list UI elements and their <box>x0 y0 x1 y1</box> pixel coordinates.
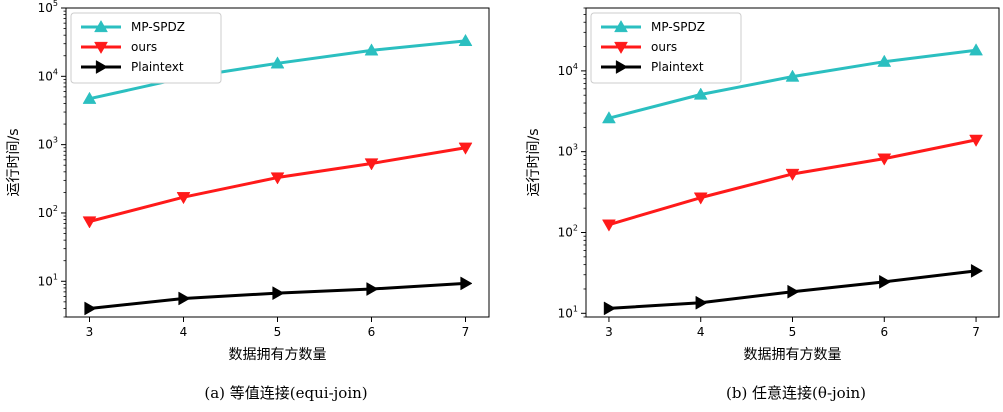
data-point <box>82 91 97 104</box>
legend-marker <box>94 41 108 55</box>
series-plaintext <box>84 276 473 316</box>
data-point <box>364 43 379 56</box>
x-axis-label: 数据拥有方数量 <box>229 347 327 363</box>
data-point <box>458 33 473 47</box>
x-axis-label: 数据拥有方数量 <box>744 347 842 363</box>
data-point <box>366 282 379 296</box>
data-point <box>787 284 800 299</box>
legend-marker <box>614 41 628 55</box>
data-point <box>603 301 616 316</box>
y-tick-label: 104 <box>38 67 58 83</box>
legend-marker <box>94 19 108 33</box>
x-tick-label: 5 <box>274 325 282 339</box>
series-plaintext <box>603 263 984 316</box>
legend-marker <box>95 60 109 74</box>
data-point <box>82 216 97 229</box>
data-point <box>877 153 892 166</box>
data-point <box>84 301 97 316</box>
series-ours <box>82 142 473 229</box>
y-axis-label: 运行时间/s <box>526 128 542 196</box>
x-tick-label: 3 <box>605 325 613 339</box>
x-tick-label: 5 <box>789 325 797 339</box>
data-point <box>969 134 983 147</box>
y-tick-label: 103 <box>558 143 578 159</box>
chart-b: 101 102 103 104 3 4 5 6 7 数据拥有方数量 运行时间/s MP-SPDZ our… <box>526 7 1000 402</box>
x-tick-label: 4 <box>180 325 188 339</box>
legend-entry: MP-SPDZ <box>131 20 185 34</box>
data-point <box>785 168 800 181</box>
data-point <box>693 87 708 100</box>
figure-caption: (a) 等值连接(equi-join) <box>204 384 367 402</box>
figure-caption: (b) 任意连接(θ-join) <box>726 384 866 402</box>
data-point <box>602 219 616 232</box>
x-tick-label: 6 <box>368 325 376 339</box>
y-tick-label: 102 <box>558 223 578 239</box>
y-tick-label: 101 <box>558 304 578 320</box>
legend-entry: Plaintext <box>131 60 184 74</box>
data-point <box>785 69 800 82</box>
y-tick-label: 105 <box>38 0 58 15</box>
x-tick-label: 3 <box>86 325 94 339</box>
data-point <box>460 276 473 291</box>
data-point <box>176 192 191 205</box>
data-point <box>695 295 708 310</box>
y-tick-label: 103 <box>38 136 58 152</box>
data-point <box>970 263 984 278</box>
data-point <box>364 158 379 171</box>
data-point <box>969 43 983 56</box>
x-tick-label: 7 <box>972 325 980 339</box>
data-point <box>272 286 285 301</box>
series-line <box>607 138 978 227</box>
y-tick-label: 102 <box>38 204 58 220</box>
y-axis-label: 运行时间/s <box>6 128 22 196</box>
chart-a: 101 102 103 104 105 3 4 5 6 7 数据拥有方数量 运行时间/s MP-SPDZ… <box>6 0 490 402</box>
data-point <box>178 291 191 306</box>
legend-marker <box>614 19 628 33</box>
legend-entry: MP-SPDZ <box>651 20 705 34</box>
legend: MP-SPDZ ours Plaintext <box>590 12 742 84</box>
series-ours <box>602 134 983 232</box>
x-tick-label: 4 <box>697 325 705 339</box>
y-tick-label: 101 <box>38 272 58 288</box>
legend-entry: ours <box>651 40 677 54</box>
data-point <box>879 274 892 289</box>
x-tick-label: 6 <box>880 325 888 339</box>
data-point <box>458 142 473 155</box>
legend: MP-SPDZ ours Plaintext <box>70 12 222 84</box>
data-point <box>602 111 616 124</box>
data-point <box>693 192 708 205</box>
legend-entry: Plaintext <box>651 60 704 74</box>
x-tick-label: 7 <box>462 325 470 339</box>
series-line <box>88 146 467 223</box>
legend-marker <box>615 60 629 74</box>
data-point <box>270 172 285 185</box>
series-mp-spdz <box>602 43 983 124</box>
plot-frame <box>65 7 490 318</box>
data-point <box>270 56 285 69</box>
plot-frame <box>585 7 1000 318</box>
legend-entry: ours <box>131 40 157 54</box>
y-tick-label: 104 <box>558 62 578 78</box>
data-point <box>877 54 892 67</box>
